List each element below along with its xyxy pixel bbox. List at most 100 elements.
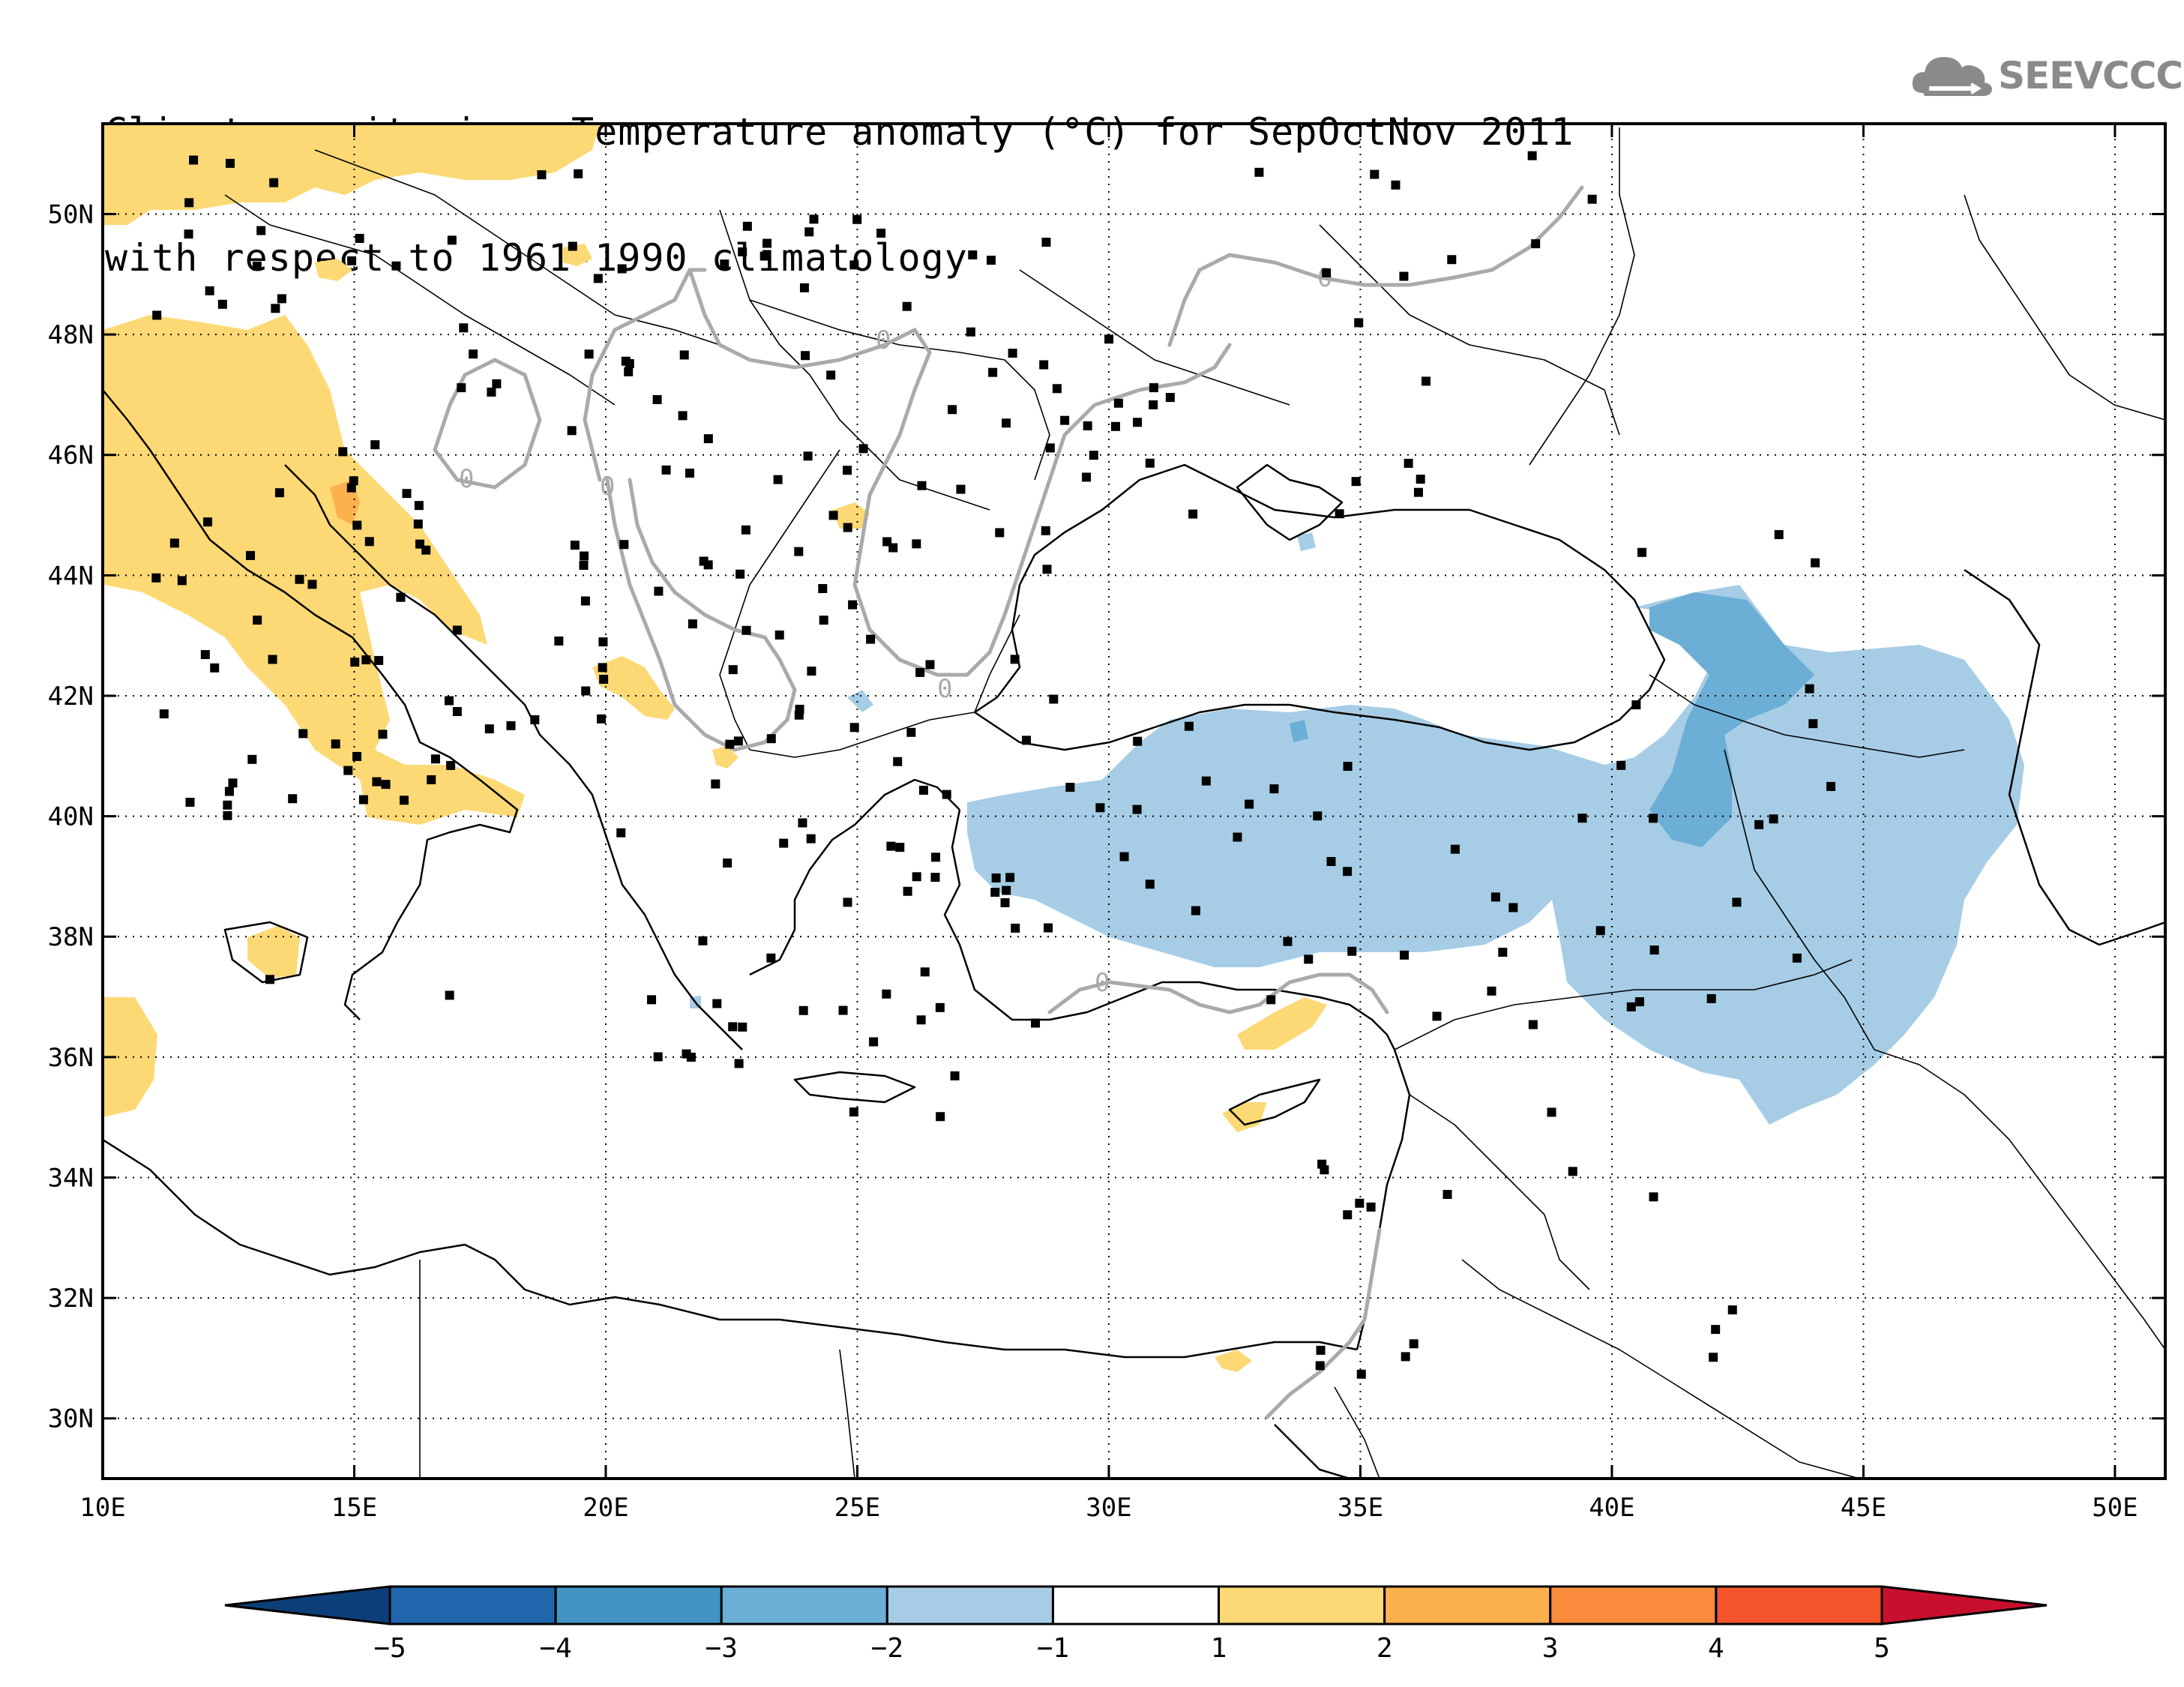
station-marker xyxy=(1031,1018,1041,1028)
station-marker xyxy=(1709,1353,1718,1362)
station-marker xyxy=(798,818,807,828)
warm-area-bulgaria-small xyxy=(712,746,738,769)
station-marker xyxy=(1191,906,1200,915)
station-marker xyxy=(537,170,547,180)
station-marker xyxy=(1649,945,1659,955)
station-marker xyxy=(1065,783,1075,793)
station-marker xyxy=(177,576,187,586)
station-marker xyxy=(1145,458,1155,468)
station-marker xyxy=(733,736,743,746)
station-marker xyxy=(678,411,688,421)
station-marker xyxy=(599,674,609,684)
station-marker xyxy=(1487,986,1496,996)
colorbar-label: −5 xyxy=(373,1633,406,1664)
station-marker xyxy=(843,523,852,532)
warm-area-pannonia xyxy=(562,244,592,266)
station-marker xyxy=(169,538,179,548)
station-marker xyxy=(364,537,374,547)
station-marker xyxy=(1089,451,1098,460)
coastline-sicily xyxy=(223,921,309,984)
station-marker xyxy=(530,715,540,724)
station-marker xyxy=(818,583,828,593)
station-marker xyxy=(956,484,966,494)
station-marker xyxy=(1304,954,1314,964)
station-marker xyxy=(759,251,769,261)
map-frame xyxy=(101,122,2167,1480)
station-marker xyxy=(1805,684,1814,694)
station-marker xyxy=(795,704,804,714)
station-marker xyxy=(912,539,921,549)
lat-tick-label: 44N xyxy=(48,561,94,591)
colorbar-label: 5 xyxy=(1874,1633,1890,1664)
contour-label-6: 0 xyxy=(1095,968,1110,998)
cloud-icon xyxy=(1912,57,1992,96)
station-markers xyxy=(151,151,1836,1379)
station-marker xyxy=(1315,1361,1325,1371)
station-marker xyxy=(917,481,927,490)
station-marker xyxy=(361,655,371,665)
station-marker xyxy=(268,655,277,664)
station-marker xyxy=(1626,1002,1636,1011)
station-marker xyxy=(931,852,941,862)
station-marker xyxy=(203,517,213,527)
station-marker xyxy=(1531,239,1541,249)
station-marker xyxy=(803,451,813,461)
coastline-crimea xyxy=(1236,463,1344,541)
station-marker xyxy=(725,739,735,749)
station-marker xyxy=(1528,1020,1538,1029)
station-marker xyxy=(686,1052,696,1062)
station-marker xyxy=(413,519,423,529)
station-marker xyxy=(446,760,456,770)
station-marker xyxy=(1811,558,1820,568)
border-15 xyxy=(1461,1259,1860,1479)
border-4 xyxy=(749,299,1050,481)
lat-tick-label: 50N xyxy=(48,199,94,229)
station-marker xyxy=(1711,1325,1721,1335)
station-marker xyxy=(1317,1159,1327,1169)
station-marker xyxy=(1447,255,1457,265)
station-marker xyxy=(703,560,713,570)
station-marker xyxy=(906,727,916,737)
station-marker xyxy=(915,667,925,677)
lat-tick-label: 30N xyxy=(48,1404,94,1434)
seevccc-logo: SEEVCCC xyxy=(1908,46,2183,106)
station-marker xyxy=(916,1015,926,1025)
border-5 xyxy=(719,449,840,751)
lat-tick-label: 36N xyxy=(48,1043,94,1073)
station-marker xyxy=(1083,421,1092,430)
colorbar-min-triangle xyxy=(224,1585,391,1626)
station-marker xyxy=(948,405,957,415)
station-marker xyxy=(738,1022,747,1032)
station-marker xyxy=(794,547,804,556)
station-marker xyxy=(801,351,810,361)
lon-tick-label: 35E xyxy=(1338,1493,1383,1523)
station-marker xyxy=(1400,950,1410,960)
station-marker xyxy=(1149,383,1158,393)
station-marker xyxy=(935,1002,945,1012)
station-marker xyxy=(1401,1352,1410,1362)
station-marker xyxy=(679,350,689,360)
zero-contour-anatolia-south xyxy=(1047,972,1389,1014)
station-marker xyxy=(567,426,577,436)
border-16 xyxy=(1334,1386,1380,1479)
warm-area-sicily xyxy=(247,926,300,978)
station-marker xyxy=(1370,169,1380,179)
station-marker xyxy=(773,475,783,484)
coastline-cyprus xyxy=(1228,1078,1321,1126)
station-marker xyxy=(912,872,921,882)
station-marker xyxy=(1649,1192,1658,1202)
station-marker xyxy=(1000,898,1010,908)
warm-area-turkey-south xyxy=(1237,997,1327,1050)
colorbar-label: 2 xyxy=(1377,1633,1393,1664)
station-marker xyxy=(579,560,589,570)
station-marker xyxy=(893,757,903,766)
station-marker xyxy=(184,198,194,208)
station-marker xyxy=(1010,655,1020,664)
station-marker xyxy=(925,660,935,670)
station-marker xyxy=(654,586,664,596)
station-marker xyxy=(159,709,169,719)
station-marker xyxy=(1826,781,1836,791)
zero-contour-hungary-west xyxy=(583,268,707,482)
cool-area-georgia-strong xyxy=(1649,592,1814,847)
